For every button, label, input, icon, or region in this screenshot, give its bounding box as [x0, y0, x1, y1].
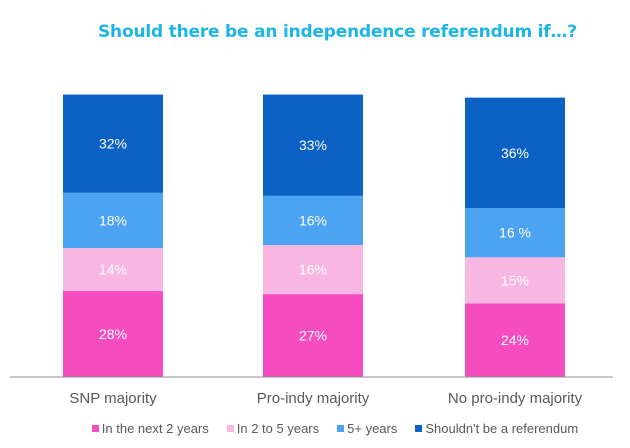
legend-swatch [91, 425, 99, 432]
legend-item: 5+ years [337, 421, 397, 436]
data-label: 28% [99, 326, 127, 342]
bar-segment [63, 94, 163, 193]
bar-segment [63, 248, 163, 292]
legend-swatch [337, 425, 345, 432]
data-label: 32% [99, 136, 127, 152]
data-label: 27% [299, 328, 327, 344]
x-tick-label: SNP majority [69, 390, 157, 407]
bar-segment [63, 192, 163, 249]
data-label: 24% [501, 332, 529, 348]
bar-segment [465, 257, 565, 304]
data-label: 36% [501, 145, 529, 161]
bar-segment [263, 195, 363, 245]
data-label: 33% [299, 137, 327, 153]
bar-segment [465, 303, 565, 377]
legend-swatch [415, 425, 423, 432]
bar-segment [465, 208, 565, 258]
legend-item: Shouldn't be a referendum [415, 421, 578, 436]
data-label: 14% [99, 262, 127, 278]
bar-segment [263, 294, 363, 377]
legend-item: In 2 to 5 years [226, 421, 320, 436]
data-label: 16% [299, 262, 327, 278]
data-label: 16% [299, 212, 327, 228]
legend-label: In 2 to 5 years [236, 421, 320, 436]
bar-segment [63, 291, 163, 377]
legend-label: Shouldn't be a referendum [425, 421, 579, 436]
legend-swatch [226, 425, 234, 432]
legend-item: In the next 2 years [91, 421, 209, 436]
bar-segment [465, 97, 565, 209]
bar-segment [263, 94, 363, 196]
data-label: 15% [501, 272, 529, 288]
bar-segment [263, 244, 363, 295]
legend-label: In the next 2 years [101, 421, 209, 436]
chart-title: Should there be an independence referend… [98, 22, 577, 42]
legend: In the next 2 years In 2 to 5 years 5+ yea… [0, 421, 630, 436]
data-label: 16 % [499, 225, 531, 241]
x-tick-label: Pro-indy majority [257, 390, 370, 407]
data-label: 18% [99, 212, 127, 228]
x-tick-label: No pro-indy majority [448, 390, 583, 407]
legend-label: 5+ years [347, 421, 398, 436]
